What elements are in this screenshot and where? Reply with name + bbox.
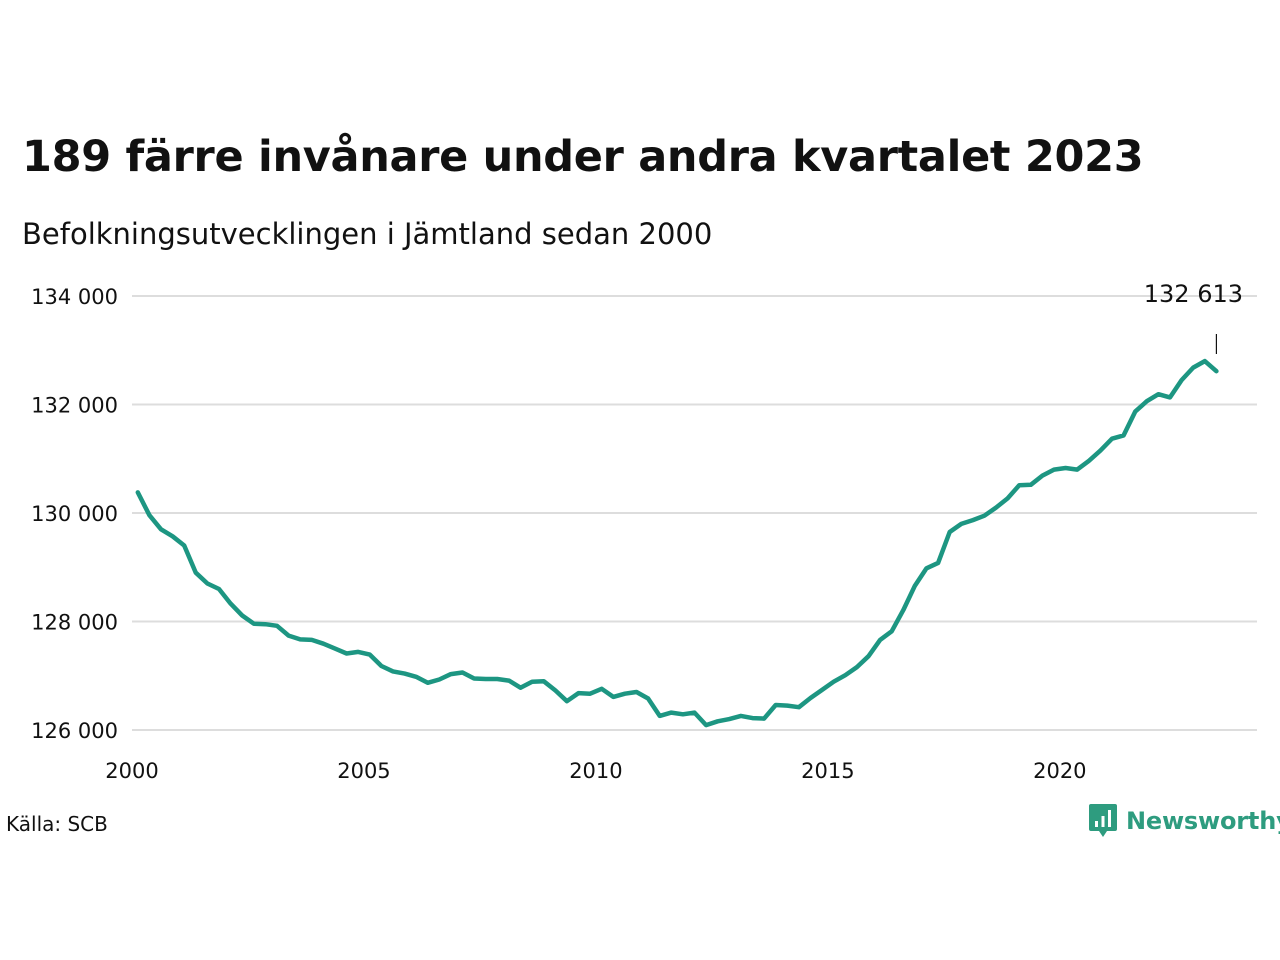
x-tick-label: 2010 xyxy=(569,759,622,783)
x-tick-label: 2015 xyxy=(801,759,854,783)
x-tick-label: 2000 xyxy=(105,759,158,783)
x-axis-tick-labels: 2000 2005 2010 2015 2020 xyxy=(105,759,1086,783)
y-axis-tick-labels: 126 000 128 000 130 000 132 000 134 000 xyxy=(31,285,118,743)
y-tick-label: 130 000 xyxy=(31,502,118,526)
chart-subtitle: Befolkningsutvecklingen i Jämtland sedan… xyxy=(22,217,713,251)
x-tick-label: 2020 xyxy=(1033,759,1086,783)
source-note: Källa: SCB xyxy=(6,812,108,836)
chart-title: 189 färre invånare under andra kvartalet… xyxy=(22,132,1144,182)
newsworthy-logo-icon xyxy=(1089,804,1117,837)
series-layer xyxy=(135,358,1219,728)
annotation-layer: 132 613 xyxy=(1144,280,1243,354)
y-tick-label: 126 000 xyxy=(31,719,118,743)
newsworthy-logo-text: Newsworthy xyxy=(1126,807,1280,835)
population-line xyxy=(135,358,1219,728)
y-tick-label: 128 000 xyxy=(31,611,118,635)
y-tick-label: 132 000 xyxy=(31,394,118,418)
x-tick-label: 2005 xyxy=(337,759,390,783)
annotation-label: 132 613 xyxy=(1144,280,1243,308)
gridlines xyxy=(132,295,1257,731)
newsworthy-logo: Newsworthy xyxy=(1088,803,1280,839)
y-tick-label: 134 000 xyxy=(31,285,118,309)
